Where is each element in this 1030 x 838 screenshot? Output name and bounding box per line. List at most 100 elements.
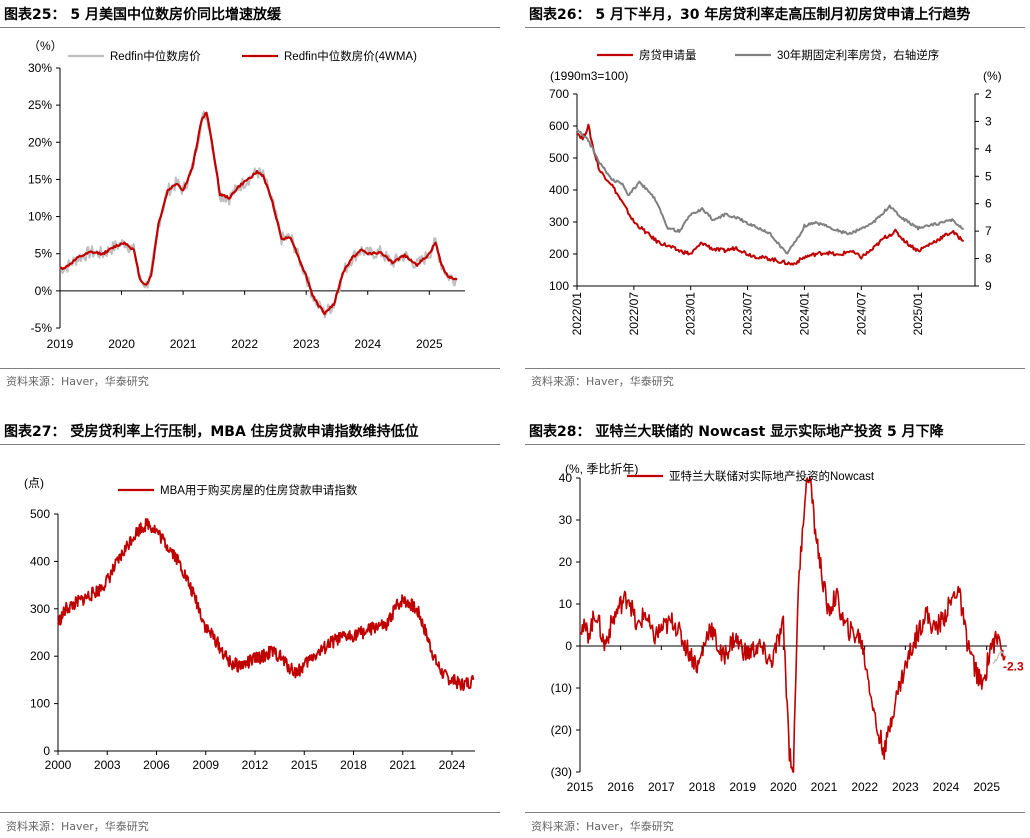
- source-note: 资料来源：Haver，华泰研究: [531, 375, 674, 388]
- y-tick-label: 100: [30, 697, 50, 711]
- y-tick-label: 0: [565, 639, 572, 653]
- legend-label: 亚特兰大联储对实际地产投资的Nowcast: [669, 469, 875, 483]
- title-rule: [525, 27, 1025, 28]
- x-tick-label: 2019: [729, 780, 756, 794]
- value-annotation: -2.3: [1003, 660, 1024, 674]
- x-tick-label: 2025/01: [911, 292, 925, 336]
- x-tick-label: 2023/07: [741, 292, 755, 336]
- unit-label: (点): [24, 476, 44, 490]
- x-tick-label: 2024/07: [854, 292, 868, 336]
- y-tick-label: 200: [30, 649, 50, 663]
- title-rule: [0, 27, 500, 28]
- y-tick-label: (30): [551, 765, 572, 779]
- series-line: [579, 477, 1006, 773]
- unit-label: （%）: [28, 39, 63, 53]
- unit-label: (%, 季比折年): [565, 461, 638, 476]
- x-tick-label: 2018: [340, 758, 367, 772]
- series-line: [576, 123, 965, 266]
- panel-title-26: 图表26： 5 月下半月，30 年房贷利率走高压制月初房贷申请上行趋势: [529, 7, 971, 23]
- source-note: 资料来源：Haver，华泰研究: [6, 820, 149, 833]
- panel-title-25: 图表25： 5 月美国中位数房价同比增速放缓: [4, 7, 281, 23]
- x-tick-label: 2023: [892, 780, 919, 794]
- series-line: [59, 110, 458, 319]
- source-rule: [525, 812, 1025, 813]
- y-tick-label: 0: [43, 744, 50, 758]
- legend-label: Redfin中位数房价(4WMA): [284, 49, 417, 63]
- x-tick-label: 2003: [94, 758, 121, 772]
- x-tick-label: 2024/01: [797, 292, 811, 336]
- y-tick-label: 30: [559, 513, 573, 527]
- chart-mortgage-applications-rate: 700 600 500 400 300 200 100 2 3 4 5 6 7 8 9 2022/01 2022…: [549, 48, 1002, 336]
- y2-tick-label: 5: [985, 169, 992, 183]
- y-tick-label: 10: [559, 597, 573, 611]
- y2-tick-label: 4: [985, 142, 992, 156]
- y-tick-label: 400: [30, 554, 50, 568]
- legend-label: Redfin中位数房价: [110, 49, 201, 63]
- x-tick-label: 2012: [242, 758, 269, 772]
- chart-atlanta-fed-nowcast: 40 30 20 10 0 (10) (20) (30)2015 2016 2017 2018 201…: [551, 461, 1024, 794]
- y-tick-label: 20: [559, 555, 573, 569]
- x-tick-label: 2024: [439, 758, 466, 772]
- unit-label-left: (1990m3=100): [550, 69, 628, 83]
- x-tick-label: 2021: [170, 337, 197, 351]
- y-tick-label: 10%: [28, 210, 52, 224]
- y-tick-label: 200: [549, 247, 569, 261]
- y-tick-label: 300: [549, 215, 569, 229]
- x-tick-label: 2022/01: [570, 292, 584, 336]
- title-rule: [0, 444, 500, 445]
- y-tick-label: 15%: [28, 172, 52, 186]
- source-note: 资料来源：Haver，华泰研究: [6, 375, 149, 388]
- y2-tick-label: 8: [985, 252, 992, 266]
- y-tick-label: 25%: [28, 98, 52, 112]
- series-line: [59, 111, 458, 316]
- x-tick-label: 2018: [689, 780, 716, 794]
- y-tick-label: (10): [551, 681, 572, 695]
- chart-house-price-yoy: 30% 25% 20% 15% 10% 5% 0% -5% 2019 2020 2021 2022 20…: [28, 39, 465, 351]
- x-tick-label: 2006: [143, 758, 170, 772]
- y-tick-label: 100: [549, 279, 569, 293]
- x-tick-label: 2022/07: [627, 292, 641, 336]
- panel-title-27: 图表27： 受房贷利率上行压制，MBA 住房贷款申请指数维持低位: [4, 424, 419, 440]
- x-tick-label: 2015: [567, 780, 594, 794]
- y-tick-label: 300: [30, 602, 50, 616]
- legend-label: MBA用于购买房屋的住房贷款申请指数: [160, 483, 358, 497]
- x-tick-label: 2021: [389, 758, 416, 772]
- y2-tick-label: 6: [985, 197, 992, 211]
- x-tick-label: 2020: [770, 780, 797, 794]
- y-tick-label: 5%: [35, 247, 53, 261]
- y2-tick-label: 7: [985, 224, 992, 238]
- x-tick-label: 2020: [108, 337, 135, 351]
- x-tick-label: 2019: [47, 337, 74, 351]
- y-tick-label: 20%: [28, 135, 52, 149]
- panel-title-28: 图表28： 亚特兰大联储的 Nowcast 显示实际地产投资 5 月下降: [529, 424, 944, 440]
- source-rule: [0, 368, 500, 369]
- x-tick-label: 2023: [293, 337, 320, 351]
- x-tick-label: 2009: [192, 758, 219, 772]
- y2-tick-label: 9: [985, 279, 992, 293]
- source-note: 资料来源：Haver，华泰研究: [531, 820, 674, 833]
- unit-label-right: (%): [983, 69, 1002, 83]
- y-tick-label: 400: [549, 183, 569, 197]
- title-rule: [525, 444, 1025, 445]
- x-tick-label: 2024: [933, 780, 960, 794]
- y-tick-label: 500: [549, 151, 569, 165]
- y2-tick-label: 3: [985, 114, 992, 128]
- y-tick-label: 700: [549, 87, 569, 101]
- source-rule: [525, 368, 1025, 369]
- y-tick-label: -5%: [31, 321, 53, 335]
- y-tick-label: 0%: [35, 284, 53, 298]
- y-tick-label: (20): [551, 723, 572, 737]
- x-tick-label: 2024: [354, 337, 381, 351]
- legend-label: 30年期固定利率房贷，右轴逆序: [777, 48, 939, 62]
- y2-tick-label: 2: [985, 87, 992, 101]
- y-tick-label: 500: [30, 507, 50, 521]
- y-tick-label: 30%: [28, 61, 52, 75]
- series-line: [576, 128, 965, 255]
- legend-label: 房贷申请量: [639, 48, 697, 62]
- x-tick-label: 2022: [851, 780, 878, 794]
- source-rule: [0, 812, 500, 813]
- y-tick-label: 600: [549, 119, 569, 133]
- x-tick-label: 2023/01: [684, 292, 698, 336]
- x-tick-label: 2025: [416, 337, 443, 351]
- x-tick-label: 2000: [45, 758, 72, 772]
